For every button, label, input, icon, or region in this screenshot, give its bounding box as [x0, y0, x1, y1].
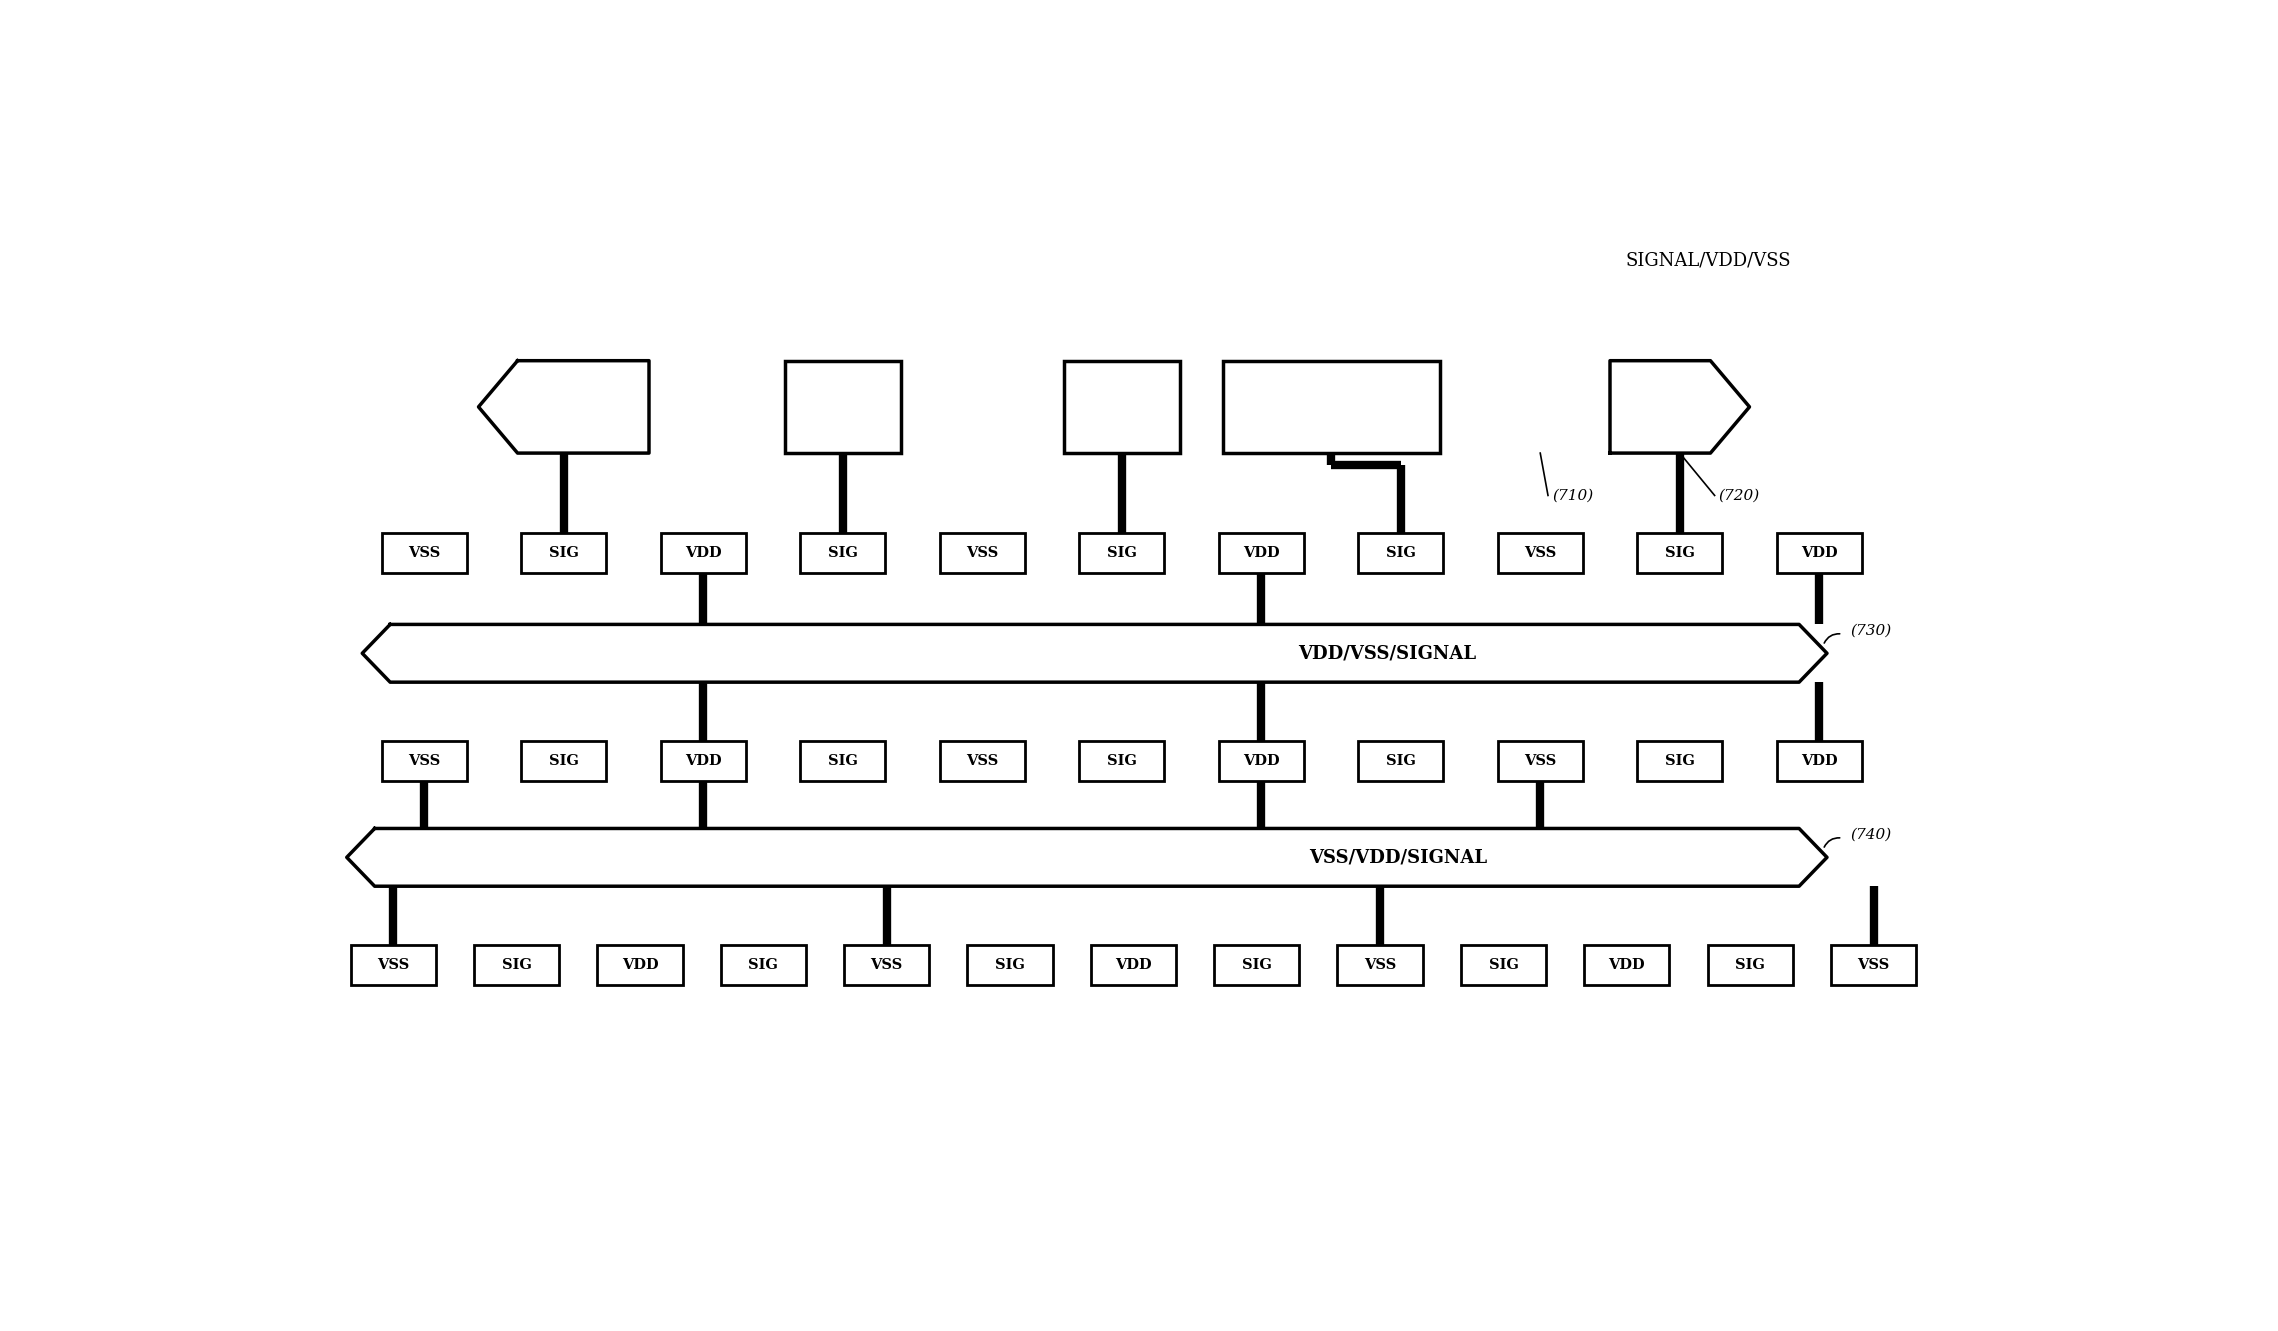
Bar	[1832, 945, 1916, 985]
Text: VDD: VDD	[1114, 958, 1153, 972]
Bar	[383, 534, 467, 574]
Text: VDD: VDD	[1244, 546, 1280, 560]
Text: (720): (720)	[1718, 488, 1759, 502]
Bar	[474, 945, 558, 985]
Bar	[1064, 361, 1180, 453]
Bar	[845, 945, 929, 985]
Text: SIG: SIG	[1665, 755, 1695, 768]
Bar	[661, 534, 745, 574]
Bar	[597, 945, 683, 985]
Bar	[720, 945, 806, 985]
Text: VSS: VSS	[1365, 958, 1396, 972]
Bar	[351, 945, 435, 985]
Text: SIG: SIG	[1488, 958, 1519, 972]
Text: VSS: VSS	[966, 546, 998, 560]
Text: SIG: SIG	[1385, 755, 1415, 768]
Text: SIG: SIG	[1107, 546, 1137, 560]
Text: VSS/VDD/SIGNAL: VSS/VDD/SIGNAL	[1308, 848, 1488, 866]
Text: VDD: VDD	[1802, 546, 1838, 560]
Bar	[1460, 945, 1547, 985]
Text: SIG: SIG	[827, 546, 859, 560]
Text: VSS: VSS	[870, 958, 902, 972]
Bar	[383, 741, 467, 781]
Text: SIG: SIG	[1242, 958, 1271, 972]
Bar	[1497, 741, 1583, 781]
Text: SIG: SIG	[1385, 546, 1415, 560]
Text: SIGNAL/VDD/VSS: SIGNAL/VDD/VSS	[1626, 252, 1791, 270]
Bar	[1583, 945, 1670, 985]
Bar	[1223, 361, 1440, 453]
Bar	[1214, 945, 1298, 985]
Text: SIG: SIG	[549, 546, 579, 560]
Text: VDD: VDD	[622, 958, 658, 972]
Text: SIG: SIG	[549, 755, 579, 768]
Text: VDD: VDD	[686, 755, 722, 768]
Text: (730): (730)	[1850, 623, 1891, 638]
Polygon shape	[478, 361, 649, 453]
Bar	[784, 361, 900, 453]
Text: VDD: VDD	[686, 546, 722, 560]
Text: VSS: VSS	[966, 755, 998, 768]
Bar	[1638, 741, 1722, 781]
Bar	[1080, 534, 1164, 574]
Bar	[1708, 945, 1793, 985]
Text: SIG: SIG	[995, 958, 1025, 972]
Bar	[1497, 534, 1583, 574]
Text: (710): (710)	[1551, 488, 1592, 502]
Bar	[1091, 945, 1175, 985]
Text: VSS: VSS	[408, 755, 440, 768]
Bar	[968, 945, 1052, 985]
Text: SIG: SIG	[1665, 546, 1695, 560]
Bar	[1638, 534, 1722, 574]
Text: VDD: VDD	[1608, 958, 1645, 972]
Text: VDD: VDD	[1802, 755, 1838, 768]
Text: VSS: VSS	[1524, 546, 1556, 560]
Text: VSS: VSS	[1857, 958, 1891, 972]
Text: SIG: SIG	[827, 755, 859, 768]
Text: SIG: SIG	[1107, 755, 1137, 768]
Bar	[522, 534, 606, 574]
Polygon shape	[1611, 361, 1750, 453]
Bar	[522, 741, 606, 781]
Polygon shape	[346, 828, 1827, 886]
Bar	[800, 534, 886, 574]
Text: VSS: VSS	[378, 958, 410, 972]
Text: VDD: VDD	[1244, 755, 1280, 768]
Bar	[1777, 534, 1861, 574]
Bar	[1358, 534, 1444, 574]
Bar	[661, 741, 745, 781]
Text: (740): (740)	[1850, 828, 1891, 841]
Bar	[1219, 741, 1303, 781]
Bar	[800, 741, 886, 781]
Bar	[1219, 534, 1303, 574]
Polygon shape	[362, 624, 1827, 683]
Text: VDD/VSS/SIGNAL: VDD/VSS/SIGNAL	[1298, 644, 1476, 663]
Text: VSS: VSS	[1524, 755, 1556, 768]
Bar	[1337, 945, 1424, 985]
Bar	[939, 534, 1025, 574]
Text: VSS: VSS	[408, 546, 440, 560]
Bar	[939, 741, 1025, 781]
Text: SIG: SIG	[501, 958, 531, 972]
Bar	[1777, 741, 1861, 781]
Bar	[1080, 741, 1164, 781]
Text: SIG: SIG	[749, 958, 779, 972]
Text: SIG: SIG	[1736, 958, 1765, 972]
Bar	[1358, 741, 1444, 781]
